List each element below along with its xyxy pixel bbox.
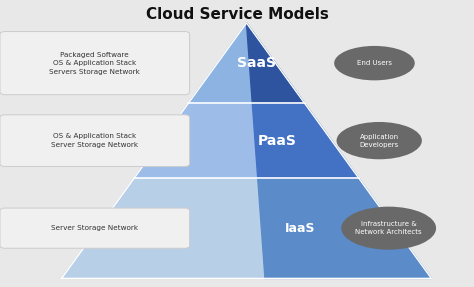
- Polygon shape: [62, 178, 431, 278]
- Text: Infrastructure &
Network Architects: Infrastructure & Network Architects: [356, 221, 422, 235]
- Text: IaaS: IaaS: [285, 222, 315, 235]
- Text: Packaged Software
OS & Application Stack
Servers Storage Network: Packaged Software OS & Application Stack…: [49, 52, 140, 75]
- Text: OS & Application Stack
Server Storage Network: OS & Application Stack Server Storage Ne…: [51, 133, 138, 148]
- Text: Application
Developers: Application Developers: [360, 134, 399, 148]
- FancyBboxPatch shape: [0, 32, 190, 95]
- Text: End Users: End Users: [357, 60, 392, 66]
- Polygon shape: [246, 23, 305, 103]
- FancyBboxPatch shape: [0, 115, 190, 166]
- Ellipse shape: [337, 122, 422, 159]
- Polygon shape: [258, 178, 431, 278]
- Ellipse shape: [334, 46, 415, 80]
- Polygon shape: [134, 103, 359, 178]
- Text: Server Storage Network: Server Storage Network: [51, 225, 138, 231]
- Ellipse shape: [341, 207, 436, 250]
- FancyBboxPatch shape: [0, 208, 190, 248]
- Text: Cloud Service Models: Cloud Service Models: [146, 7, 328, 22]
- Polygon shape: [252, 103, 359, 178]
- Polygon shape: [188, 23, 305, 103]
- Text: PaaS: PaaS: [258, 134, 297, 148]
- Text: SaaS: SaaS: [237, 56, 276, 70]
